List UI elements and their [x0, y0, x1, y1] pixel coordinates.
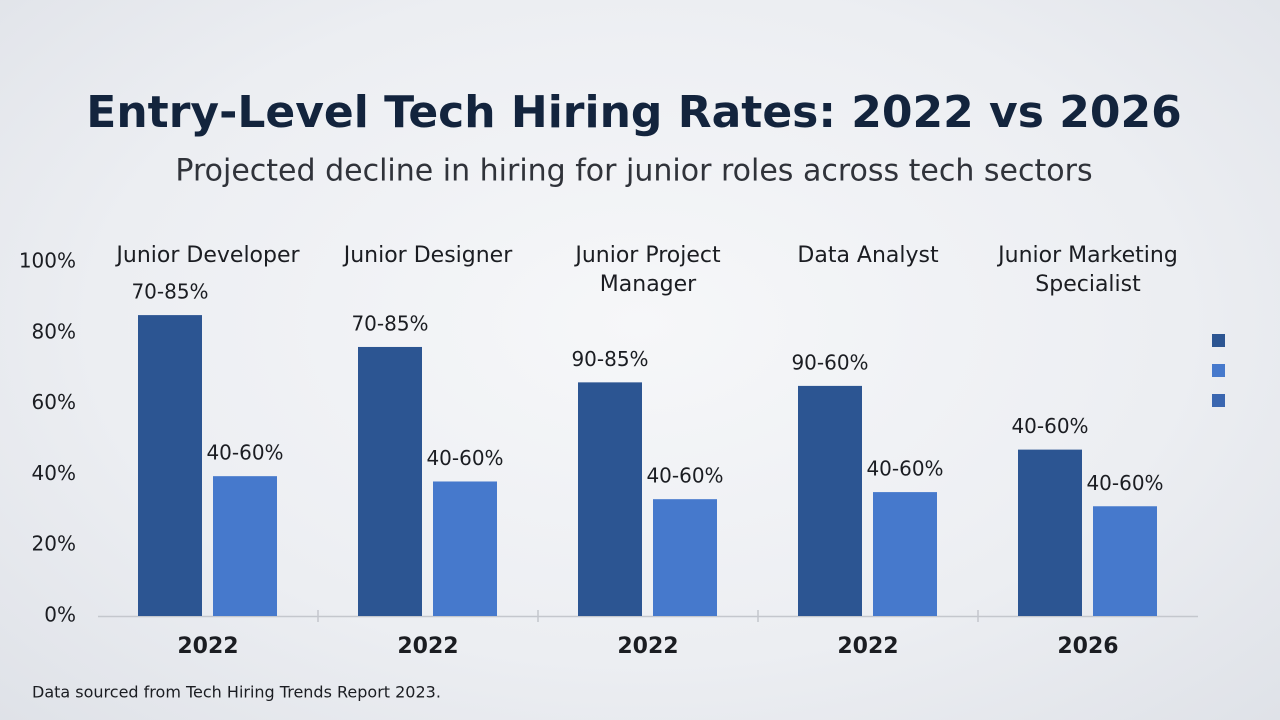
legend-swatch [1212, 364, 1225, 377]
bar [653, 499, 717, 616]
y-tick-label: 20% [32, 532, 76, 556]
x-tick-label: 2022 [177, 634, 238, 659]
value-label: 40-60% [206, 441, 283, 465]
value-label: 70-85% [131, 280, 208, 304]
value-label: 70-85% [351, 311, 428, 335]
category-label: Junior Marketing Specialist [998, 243, 1178, 297]
source-note: Data sourced from Tech Hiring Trends Rep… [32, 683, 441, 702]
y-tick-label: 60% [32, 390, 76, 414]
x-tick-label: 2022 [837, 634, 898, 659]
bar [138, 315, 202, 616]
bar [798, 385, 862, 616]
bar [213, 476, 277, 616]
value-label: 40-60% [1011, 414, 1088, 438]
category-label: Junior Project Manager [575, 243, 721, 297]
value-label: 40-60% [426, 446, 503, 470]
value-label: 40-60% [866, 457, 943, 481]
value-label: 90-85% [571, 347, 648, 371]
chart-title: Entry-Level Tech Hiring Rates: 2022 vs 2… [86, 87, 1181, 138]
bar [873, 492, 937, 616]
bar [358, 346, 422, 616]
bar [1093, 506, 1157, 616]
value-label: 90-60% [791, 350, 868, 374]
y-tick-label: 100% [19, 249, 76, 273]
value-label: 40-60% [646, 464, 723, 488]
x-tick-label: 2026 [1057, 634, 1118, 659]
category-label: Data Analyst [797, 243, 939, 268]
y-tick-label: 80% [32, 319, 76, 343]
bar [578, 382, 642, 616]
x-tick-label: 2022 [617, 634, 678, 659]
bar [1018, 449, 1082, 616]
category-label: Junior Developer [116, 243, 300, 268]
chart-subtitle: Projected decline in hiring for junior r… [175, 154, 1092, 189]
legend-swatch [1212, 334, 1225, 347]
category-label: Junior Designer [343, 243, 513, 268]
y-tick-label: 40% [32, 461, 76, 485]
y-tick-label: 0% [44, 603, 76, 627]
legend-swatch [1212, 394, 1225, 407]
bar [433, 481, 497, 616]
value-label: 40-60% [1086, 471, 1163, 495]
x-tick-label: 2022 [397, 634, 458, 659]
